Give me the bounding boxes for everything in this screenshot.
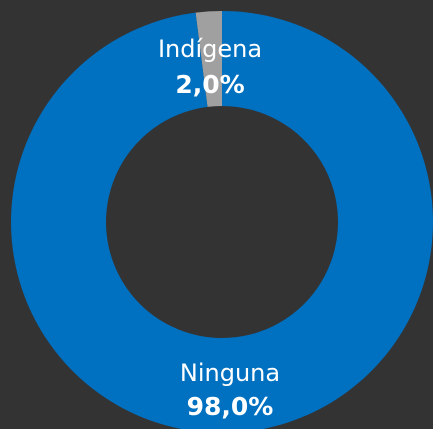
slice-value-label: 2,0% [175, 70, 244, 99]
slice-label: Ninguna [180, 359, 280, 387]
donut-slice [195, 11, 222, 107]
slice-value-label: 98,0% [187, 392, 274, 421]
donut-slice [11, 11, 433, 429]
slice-label: Indígena [158, 35, 262, 63]
